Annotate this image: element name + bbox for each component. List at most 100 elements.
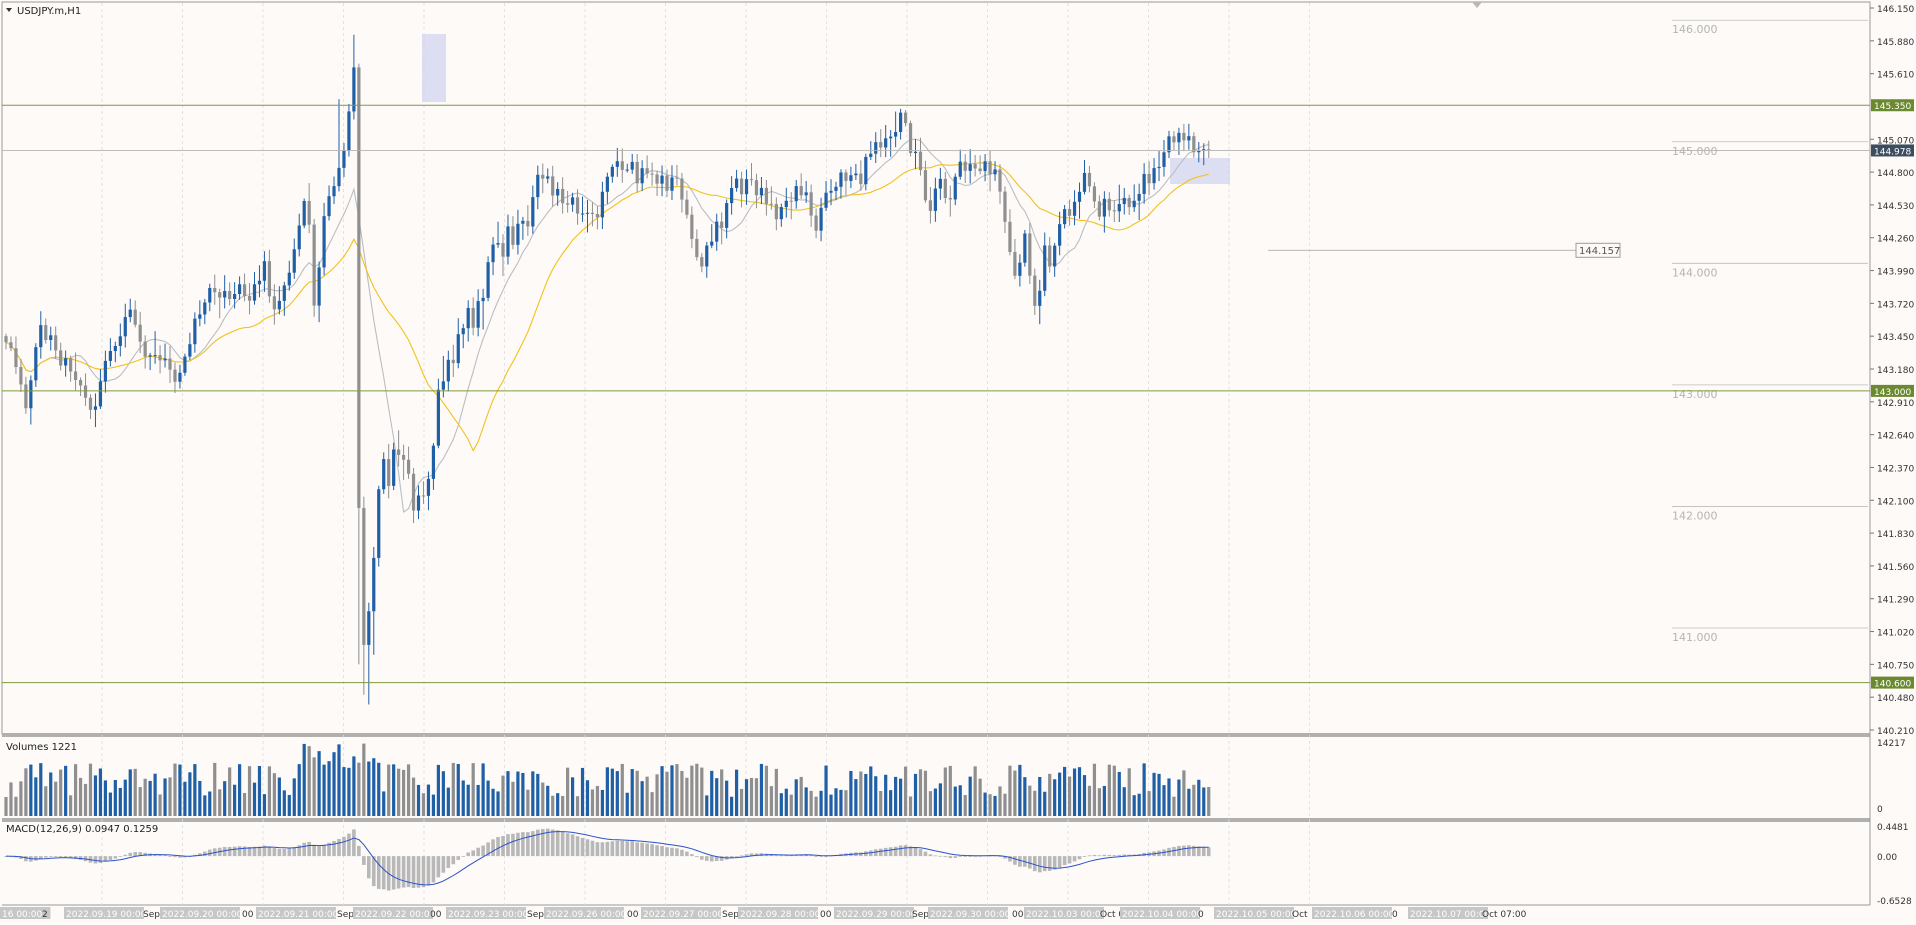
highlight-box-spike [422,34,446,102]
volume-bar [799,776,803,816]
price-annotation[interactable]: 144.157 [1268,242,1621,258]
volume-bar [441,771,445,816]
annotation-label: 144.157 [1579,246,1620,257]
candle-body [456,334,460,364]
volume-bar [993,795,997,816]
time-axis-label: 2022.09.22 00:00 [355,910,436,920]
macd-histogram-bar [376,856,381,889]
candle-body [88,397,93,410]
time-axis-label: Sep [337,910,354,920]
volume-bar [615,771,619,816]
macd-histogram-bar [878,848,883,857]
macd-histogram-bar [819,856,823,857]
candle-body [759,187,764,196]
grid [101,3,1310,905]
macd-histogram-bar [58,856,63,858]
candle-body [44,325,48,341]
macd-histogram-bar [19,856,23,859]
macd-histogram-bar [143,852,147,857]
candle-body [615,161,619,167]
volume-bar [913,773,918,816]
macd-histogram-bar [1072,856,1077,862]
volume-bar [889,790,893,816]
macd-histogram-bar [222,846,227,857]
volume-bar [1202,787,1206,816]
price-tick-label: 142.370 [1877,464,1914,474]
candle-body [715,221,719,242]
candle-body [451,359,455,364]
macd-histogram-bar [362,856,366,865]
macd-histogram-bar [545,828,550,857]
volume-bar [108,792,112,816]
candlesticks[interactable] [4,34,1211,705]
volume-bar [804,787,808,816]
candle-body [789,200,793,202]
macd-histogram-bar [675,848,679,857]
volume-bar [739,788,744,816]
volume-bar [630,769,634,816]
candle-body [725,203,729,228]
macd-histogram-bar [714,856,719,861]
horizontal-levels[interactable]: 145.350 143.000 140.600 144.978 [2,99,1914,690]
volume-bar [163,778,167,816]
volume-bar [575,796,580,816]
volume-bar [431,794,436,816]
candle-body [1172,136,1176,143]
candle-body [39,325,43,348]
volume-bar [257,765,262,816]
macd-histogram-bar [893,846,898,857]
candle-body [894,132,898,137]
macd-histogram-bar [272,848,277,857]
candle-body [958,161,962,177]
candle-body [1043,245,1047,291]
volume-bar [600,789,604,816]
time-axis-label: 2022.10.05 00:00 [1216,910,1297,920]
macd-histogram-bar [600,842,605,857]
time-label-bg [0,907,51,919]
candle-body [730,187,734,204]
macd-histogram-bar [898,845,903,857]
candle-body [983,161,987,172]
macd-histogram-bar [73,856,78,860]
chevron-down-icon[interactable] [6,8,12,12]
volume-bar [69,795,73,816]
candle-body [1157,166,1161,169]
candle-body [551,176,555,196]
candle-body [357,67,361,508]
chart-shift-marker-icon[interactable] [1472,2,1482,8]
volume-bar [650,792,654,816]
candle-body [839,172,843,187]
annotation-box[interactable] [1575,242,1621,258]
macd-histogram-bar [859,852,863,857]
volume-bar [1207,786,1211,816]
volume-bar [188,772,192,816]
macd-histogram-bar [1028,856,1032,869]
volume-bar [903,766,908,816]
volume-bar [272,773,276,816]
highlight-box-oct04 [1170,158,1230,184]
candle-body [754,180,759,196]
macd-histogram-bar [128,852,133,857]
candle-body [580,213,585,215]
time-label-bg [256,907,336,919]
macd-histogram-bar [98,856,103,863]
time-axis-label: 2 [42,910,48,920]
volume-bar [1087,785,1092,816]
candle-body [347,111,351,151]
volume-bar [39,763,43,816]
candle-body [874,142,878,154]
volume-bar [486,780,490,816]
level-price-tag [1871,384,1914,397]
macd-histogram-bar [704,856,709,861]
level-price-label: 143.000 [1874,388,1911,398]
round-level-label: 146.000 [1672,23,1718,36]
candle-body [247,296,252,301]
candle-body [541,174,545,179]
candle-body [392,449,396,486]
candle-body [670,177,674,191]
time-axis-label: Oct 0 [1100,910,1124,920]
candle-body [566,203,570,205]
candle-body [19,367,23,385]
